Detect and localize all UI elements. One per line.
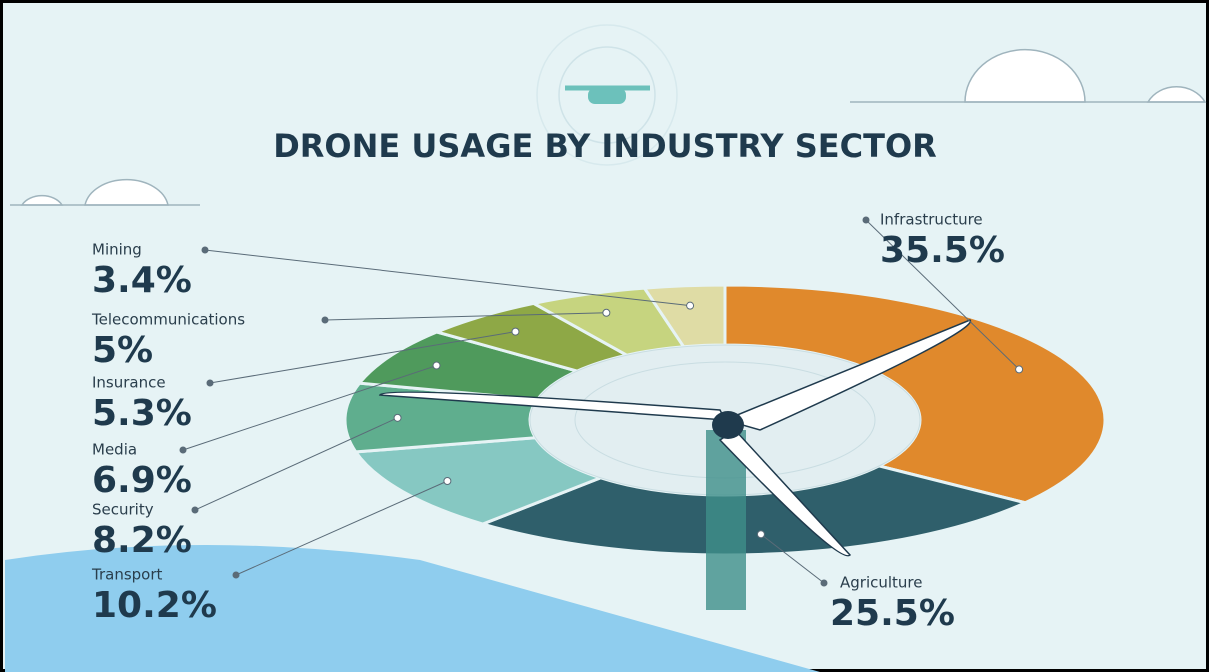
category-label: Media xyxy=(92,441,137,459)
category-label: Transport xyxy=(91,566,163,584)
leader-line xyxy=(209,331,516,384)
leader-line xyxy=(235,480,448,576)
category-label: Telecommunications xyxy=(91,311,245,329)
chart-title: DRONE USAGE BY INDUSTRY SECTOR xyxy=(273,127,937,165)
value-label: 6.9% xyxy=(92,460,192,501)
leader-dot xyxy=(201,246,209,254)
leader-dot xyxy=(1015,365,1024,374)
leader-line xyxy=(865,219,1020,370)
leader-dot xyxy=(862,216,870,224)
value-label: 5% xyxy=(92,330,153,371)
leader-dot xyxy=(179,446,187,454)
leader-line xyxy=(194,417,398,511)
leader-dot xyxy=(686,301,695,310)
leader-line xyxy=(324,312,607,321)
leader-dot xyxy=(511,327,520,336)
category-label: Security xyxy=(92,501,154,519)
turbine xyxy=(378,319,972,610)
leader-line xyxy=(182,365,437,451)
leader-dot xyxy=(393,413,402,422)
leader-dot xyxy=(443,477,452,486)
leader-dot xyxy=(321,316,329,324)
leader-dot xyxy=(206,379,214,387)
decoration xyxy=(5,24,1207,672)
leader-dot xyxy=(756,530,765,539)
leader-line xyxy=(760,533,825,584)
category-label: Agriculture xyxy=(840,574,923,592)
leader-dot xyxy=(432,361,441,370)
category-label: Insurance xyxy=(92,374,166,392)
value-label: 3.4% xyxy=(92,260,192,301)
leader-dot xyxy=(820,579,828,587)
value-label: 35.5% xyxy=(880,230,1005,271)
category-label: Infrastructure xyxy=(880,211,983,229)
category-label: Mining xyxy=(92,241,142,259)
value-label: 10.2% xyxy=(92,585,217,626)
value-label: 25.5% xyxy=(830,593,955,634)
value-label: 5.3% xyxy=(92,393,192,434)
leader-line xyxy=(204,249,691,307)
value-label: 8.2% xyxy=(92,520,192,561)
leader-dot xyxy=(602,308,611,317)
leader-dot xyxy=(232,571,240,579)
leader-dot xyxy=(191,506,199,514)
